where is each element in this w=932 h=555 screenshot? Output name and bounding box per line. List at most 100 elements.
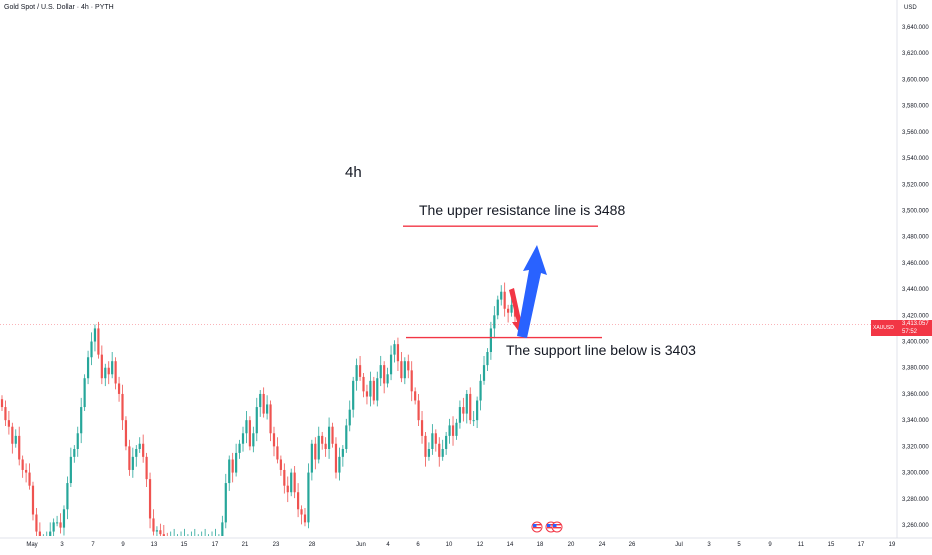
x-tick-label: 12 (477, 542, 484, 548)
candle-body (355, 365, 358, 381)
candle-body (241, 433, 245, 444)
us-flag-event-icon[interactable] (531, 521, 543, 533)
candle-body (476, 400, 479, 421)
y-tick-label: 3,380.000 (902, 366, 929, 372)
candle-body (14, 435, 17, 444)
candle-body (507, 308, 510, 313)
resistance-annotation[interactable]: The upper resistance line is 3488 (419, 202, 626, 218)
y-tick-label: 3,360.000 (902, 392, 929, 398)
y-tick-label: 3,600.000 (902, 77, 929, 83)
candle-body (62, 509, 66, 528)
price-tag-symbol: XAUUSD (873, 325, 894, 331)
candle-body (338, 456, 341, 473)
x-tick-label: 14 (507, 542, 514, 548)
candle-body (155, 530, 159, 532)
candle-body (472, 420, 475, 422)
support-annotation[interactable]: The support line below is 3403 (506, 342, 696, 358)
candle-body (396, 344, 400, 362)
candle-body (451, 425, 455, 436)
candle-body (59, 522, 62, 528)
candle-body (245, 420, 248, 434)
candle-body (0, 399, 4, 408)
current-price-tag: XAUUSD 3,413.057 57:52 (871, 320, 932, 336)
candle-body (128, 446, 131, 470)
candle-body (148, 479, 152, 519)
currency-label: USD (904, 5, 917, 11)
candle-body (231, 459, 234, 473)
candle-body (142, 443, 145, 457)
candle-body (479, 380, 482, 401)
candle-body (462, 407, 465, 414)
candle-body (252, 433, 255, 447)
candle-body (307, 472, 310, 523)
candle-body (152, 518, 155, 532)
candle-body (276, 446, 279, 460)
candle-body (4, 407, 7, 421)
candles-layer (0, 282, 517, 536)
candle-body (334, 443, 338, 473)
candle-body (314, 443, 317, 460)
candle-body (111, 361, 114, 375)
candle-body (431, 433, 434, 449)
x-tick-label: 17 (212, 542, 219, 548)
y-tick-label: 3,320.000 (902, 444, 929, 450)
candle-body (458, 407, 462, 423)
x-tick-label: May (26, 542, 37, 548)
price-tag-countdown: 57:52 (902, 329, 918, 335)
candle-body (400, 361, 403, 379)
x-tick-label: 6 (416, 542, 420, 548)
candle-body (290, 472, 293, 493)
symbol-title[interactable]: Gold Spot / U.S. Dollar · 4h · PYTH (4, 4, 114, 11)
candle-body (55, 522, 59, 524)
candle-body (365, 391, 369, 397)
candle-body (279, 459, 282, 470)
candle-body (272, 433, 276, 447)
candle-body (438, 443, 441, 457)
candle-body (503, 291, 506, 309)
x-tick-label: 26 (629, 542, 636, 548)
candle-body (117, 383, 121, 394)
candle-body (66, 483, 69, 510)
candle-body (159, 530, 162, 535)
x-tick-label: 9 (768, 542, 772, 548)
candle-body (248, 420, 251, 447)
candle-body (362, 376, 365, 392)
candle-body (324, 443, 327, 449)
candle-body (31, 485, 35, 515)
x-tick-label: 17 (858, 542, 865, 548)
candle-body (327, 426, 331, 449)
candle-body (300, 509, 303, 515)
candle-body (131, 456, 134, 470)
candle-body (235, 452, 238, 473)
y-tick-label: 3,460.000 (902, 261, 929, 267)
candle-body (262, 393, 265, 414)
candle-body (224, 483, 227, 523)
candle-body (420, 420, 424, 436)
candle-body (496, 299, 499, 316)
y-tick-label: 3,440.000 (902, 287, 929, 293)
candle-body (434, 433, 437, 444)
candle-body (238, 443, 241, 453)
x-tick-label: 7 (91, 542, 95, 548)
y-tick-label: 3,620.000 (902, 51, 929, 57)
candle-body (341, 448, 344, 457)
x-tick-label: 23 (273, 542, 280, 548)
us-flag-event-icon[interactable] (551, 521, 563, 533)
candle-body (97, 328, 100, 355)
x-tick-label: 10 (446, 542, 453, 548)
candle-body (266, 404, 269, 414)
x-tick-label: Jun (356, 542, 366, 548)
candle-body (489, 328, 492, 353)
candle-body (228, 459, 231, 484)
y-tick-label: 3,580.000 (902, 104, 929, 110)
x-tick-label: 3 (60, 542, 64, 548)
candle-body (86, 357, 90, 379)
candle-body (445, 435, 448, 449)
candle-body (465, 393, 468, 414)
candle-body (145, 456, 148, 480)
candle-body (448, 425, 451, 436)
x-tick-label: 13 (151, 542, 158, 548)
candle-body (76, 433, 79, 449)
